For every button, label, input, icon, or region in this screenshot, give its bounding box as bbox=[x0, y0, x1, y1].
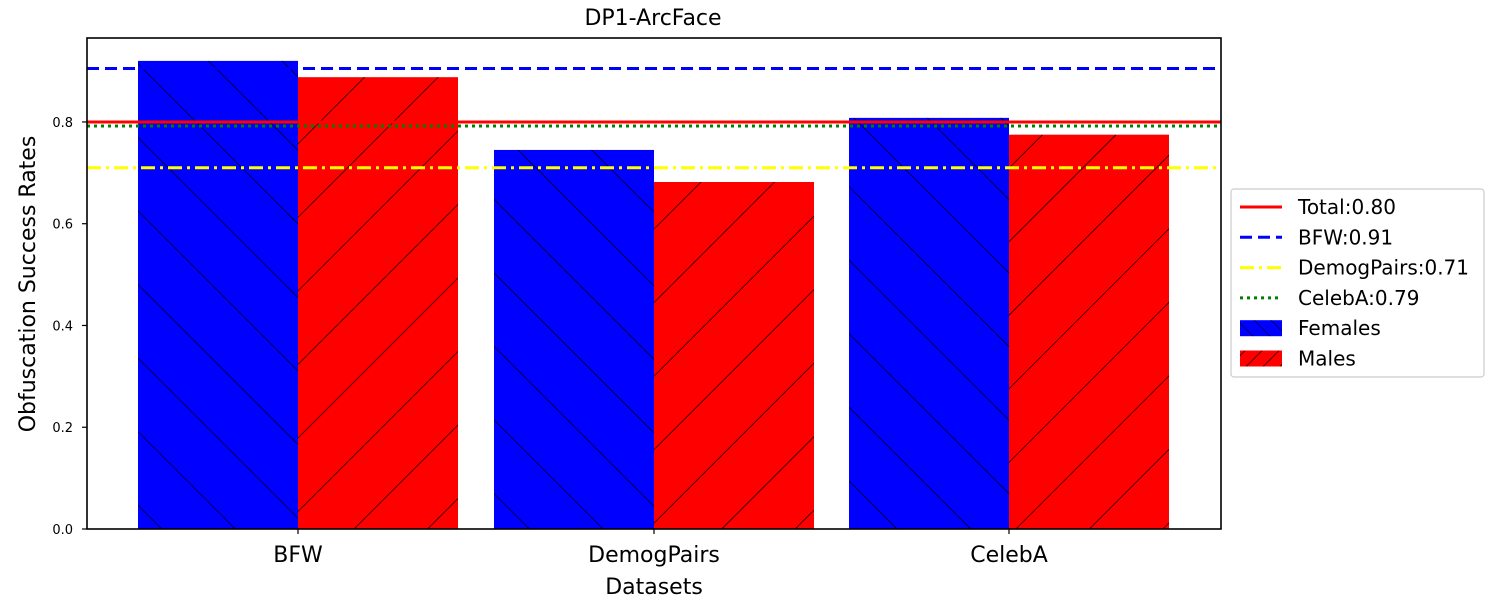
y-axis: 0.0 0.2 0.4 0.6 0.8 bbox=[52, 116, 87, 538]
legend: Total:0.80 BFW:0.91 DemogPairs:0.71 CelebA:… bbox=[1230, 188, 1485, 378]
legend-label: DemogPairs:0.71 bbox=[1298, 256, 1469, 280]
bar-hatch-males-celeba bbox=[1009, 134, 1169, 529]
y-tick-label: 0.6 bbox=[52, 218, 73, 233]
legend-bar-swatch-hatch bbox=[1240, 350, 1282, 367]
legend-label: Females bbox=[1298, 316, 1381, 340]
x-tick-label: CelebA bbox=[970, 543, 1048, 568]
bars-group bbox=[138, 60, 1169, 530]
x-axis: BFW DemogPairs CelebA bbox=[273, 529, 1048, 568]
x-tick-label: DemogPairs bbox=[588, 543, 720, 568]
bar-hatch-females-bfw bbox=[138, 60, 298, 530]
legend-frame bbox=[1230, 188, 1485, 378]
bar-hatch-females-demogpairs bbox=[494, 149, 654, 530]
x-tick-label: BFW bbox=[273, 543, 323, 568]
legend-label: Total:0.80 bbox=[1297, 195, 1396, 219]
chart-title: DP1-ArcFace bbox=[584, 6, 721, 31]
y-tick-label: 0.4 bbox=[52, 319, 73, 334]
y-axis-label: Obfuscation Success Rates bbox=[16, 136, 41, 433]
legend-bar-swatch-hatch bbox=[1240, 320, 1282, 337]
reference-lines-group bbox=[87, 67, 1221, 170]
bar-hatch-females-celeba bbox=[849, 117, 1009, 529]
legend-label: CelebA:0.79 bbox=[1298, 286, 1419, 310]
legend-label: Males bbox=[1298, 347, 1356, 371]
y-tick-label: 0.8 bbox=[52, 116, 73, 131]
bar-hatch-males-demogpairs bbox=[654, 181, 814, 530]
y-tick-label: 0.2 bbox=[52, 421, 73, 436]
x-axis-label: Datasets bbox=[605, 575, 703, 600]
legend-label: BFW:0.91 bbox=[1298, 225, 1393, 249]
y-tick-label: 0.0 bbox=[52, 523, 73, 538]
bar-hatch-males-bfw bbox=[298, 77, 458, 530]
